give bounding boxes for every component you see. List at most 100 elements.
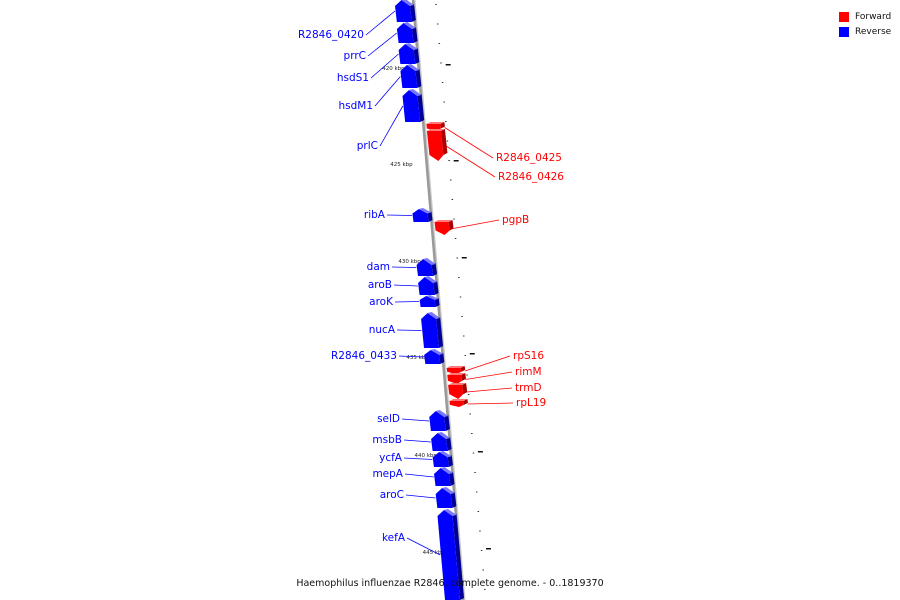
minor-tick <box>477 511 480 512</box>
gene-side <box>463 399 468 405</box>
gene-ribA[interactable] <box>412 208 433 222</box>
gene-body <box>426 131 444 161</box>
gene-R2846_0420[interactable] <box>395 0 416 22</box>
gene-label-dam[interactable]: dam <box>367 261 390 273</box>
gene-label-rimM[interactable]: rimM <box>515 366 542 378</box>
gene-aroC[interactable] <box>435 487 457 508</box>
leader-line <box>403 439 431 443</box>
gene-selD[interactable] <box>429 410 450 431</box>
gene-body <box>400 65 418 88</box>
gene-label-prrC[interactable]: prrC <box>344 50 366 62</box>
gene-side <box>461 373 466 381</box>
gene-hsdM1[interactable] <box>400 64 422 88</box>
minor-tick <box>440 62 442 64</box>
minor-tick <box>446 140 449 142</box>
gene-dam[interactable] <box>416 258 437 276</box>
gene-side <box>411 27 418 43</box>
gene-label-prlC[interactable]: prlC <box>357 140 378 152</box>
gene-prlC[interactable] <box>402 89 425 122</box>
gene-label-kefA[interactable]: kefA <box>382 532 406 544</box>
leader-line <box>365 10 396 36</box>
genome-caption: Haemophilus influenzae R2846, complete g… <box>296 578 604 589</box>
gene-pgpB[interactable] <box>434 220 454 235</box>
gene-label-hsdM1[interactable]: hsdM1 <box>338 100 373 112</box>
gene-rpL19[interactable] <box>449 399 468 407</box>
leader-line <box>405 494 436 499</box>
gene-rpS16[interactable] <box>446 366 466 374</box>
leader-line <box>386 214 412 216</box>
gene-aroK[interactable] <box>419 295 440 307</box>
tick-label: 445 kbp <box>423 550 446 556</box>
gene-side <box>415 69 422 88</box>
gene-body <box>402 90 421 122</box>
leader-line <box>404 473 434 478</box>
gene-label-R2846_0426[interactable]: R2846_0426 <box>498 171 564 183</box>
minor-tick <box>449 179 452 181</box>
gene-label-hsdS1[interactable]: hsdS1 <box>337 72 369 84</box>
gene-label-nucA[interactable]: nucA <box>369 324 396 336</box>
gene-label-R2846_0425[interactable]: R2846_0425 <box>496 152 562 164</box>
gene-body <box>449 401 464 407</box>
gene-label-ribA[interactable]: ribA <box>364 209 386 221</box>
gene-top <box>406 64 420 71</box>
minor-tick <box>459 296 462 298</box>
gene-label-rpL19[interactable]: rpL19 <box>516 397 546 409</box>
major-tick <box>469 353 475 355</box>
gene-label-msbB[interactable]: msbB <box>372 434 402 446</box>
gene-label-mepA[interactable]: mepA <box>372 468 403 480</box>
tick-label: 425 kbp <box>390 162 413 168</box>
gene-prrC[interactable] <box>396 22 418 43</box>
gene-label-R2846_0420[interactable]: R2846_0420 <box>298 29 364 41</box>
gene-body <box>435 488 453 508</box>
gene-side <box>410 4 416 22</box>
leader-line <box>398 355 424 358</box>
gene-label-pgpB[interactable]: pgpB <box>502 214 529 226</box>
gene-label-trmD[interactable]: trmD <box>515 382 542 394</box>
major-tick <box>461 257 467 259</box>
minor-tick <box>438 43 441 44</box>
legend-label-reverse: Reverse <box>855 26 892 37</box>
leader-line <box>393 284 418 287</box>
gene-top <box>424 276 438 283</box>
gene-body <box>429 411 446 431</box>
gene-kefA[interactable] <box>437 509 465 600</box>
minor-tick <box>464 355 467 356</box>
gene-aroB[interactable] <box>418 276 439 295</box>
gene-top <box>435 410 449 417</box>
leader-line <box>370 53 399 79</box>
gene-label-aroC[interactable]: aroC <box>380 489 404 501</box>
gene-label-aroB[interactable]: aroB <box>368 279 392 291</box>
minor-tick <box>469 413 471 415</box>
gene-top <box>418 208 432 214</box>
gene-R2846_0433[interactable] <box>424 349 445 364</box>
leader-line <box>465 371 513 380</box>
gene-R2846_0426[interactable] <box>426 129 448 161</box>
gene-side <box>447 455 453 467</box>
tick-label: 440 kbp <box>414 453 437 459</box>
gene-side <box>450 492 457 508</box>
gene-label-ycfA[interactable]: ycfA <box>379 452 403 464</box>
gene-nucA[interactable] <box>421 312 443 348</box>
gene-hsdS1[interactable] <box>398 43 420 64</box>
leader-line <box>367 32 397 57</box>
gene-label-selD[interactable]: selD <box>377 413 400 425</box>
gene-top <box>446 366 465 368</box>
gene-mepA[interactable] <box>434 467 455 486</box>
gene-msbB[interactable] <box>431 432 452 451</box>
gene-label-rpS16[interactable]: rpS16 <box>513 350 544 362</box>
gene-label-R2846_0433[interactable]: R2846_0433 <box>331 350 397 362</box>
gene-body <box>434 468 451 486</box>
gene-side <box>449 472 455 486</box>
gene-label-aroK[interactable]: aroK <box>369 296 394 308</box>
gene-ycfA[interactable] <box>432 451 453 467</box>
minor-tick <box>482 569 484 571</box>
major-tick <box>453 160 459 162</box>
gene-trmD[interactable] <box>448 383 468 399</box>
leader-line <box>394 301 420 303</box>
gene-side <box>440 129 448 155</box>
gene-rimM[interactable] <box>447 373 466 384</box>
gene-top <box>447 373 466 375</box>
leader-line <box>403 457 433 460</box>
gene-side <box>446 437 452 451</box>
